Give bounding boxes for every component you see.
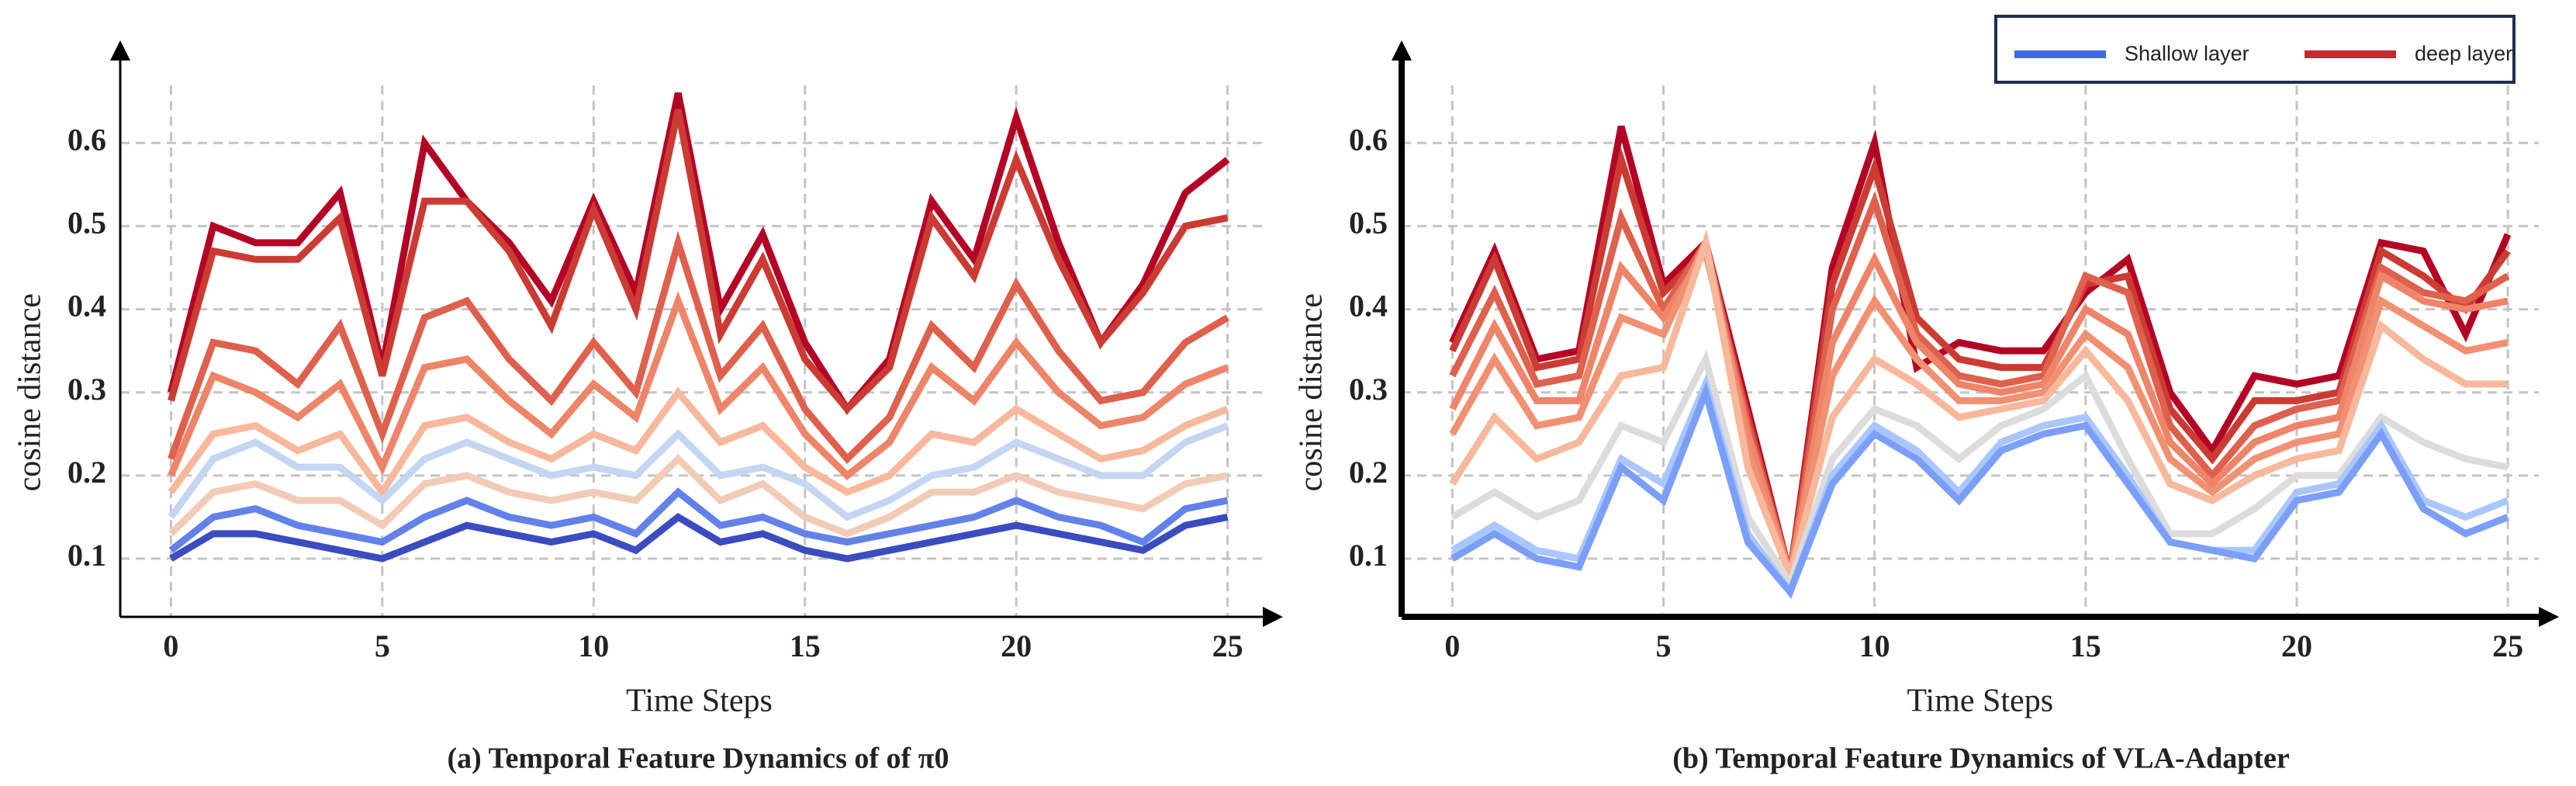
y-tick-label: 0.4 [67,289,106,324]
chart-panel: 0.1 0.2 0.3 0.4 0.5 0.6 0 5 10 15 20 25 Time Steps co… [1294,40,2559,719]
series-line [1449,229,2509,587]
y-tick-label: 0.6 [67,122,106,157]
series-line [168,386,1229,499]
y-arrow [110,40,130,61]
x-arrow [2539,607,2559,627]
y-tick-label: 0.3 [1349,372,1388,407]
caption: (b) Temporal Feature Dynamics of VLA-Ada… [1672,743,2290,775]
x-tick-label: 5 [1655,628,1671,663]
series-line [1451,349,2509,592]
series-line [168,109,1229,414]
x-tick-label: 25 [2492,628,2523,663]
y-tick-label: 0.2 [1349,455,1388,490]
y-tick-label: 0.4 [1349,289,1388,324]
x-tick-label: 20 [2281,628,2312,663]
x-axis-label: Time Steps [626,684,773,719]
caption: (a) Temporal Feature Dynamics of of π0 [447,743,949,775]
x-tick-label: 10 [1859,628,1890,663]
series-line [1449,125,2512,577]
x-tick-label: 0 [163,628,178,663]
y-axis-label: cosine distance [12,293,48,491]
series-line [1449,190,2510,577]
series-line [168,454,1229,538]
series-line [1451,381,2509,599]
series-line [168,422,1229,521]
series-line [168,92,1230,415]
series-line [168,291,1229,480]
legend-box [1994,15,2515,84]
y-axis-label: cosine distance [1294,293,1329,491]
series-line [169,512,1229,563]
x-axis-label: Time Steps [1907,684,2053,719]
x-tick-label: 20 [1001,628,1032,663]
x-tick-label: 25 [1212,628,1243,663]
series-line [168,487,1229,553]
y-tick-label: 0.1 [1349,538,1388,573]
y-tick-label: 0.2 [67,455,106,490]
y-tick-label: 0.6 [1349,122,1388,157]
legend-label: deep layer [2415,42,2512,65]
series-line [1451,373,2509,600]
legend-label: Shallow layer [2125,42,2249,65]
x-tick-label: 10 [578,628,609,663]
x-tick-label: 5 [375,628,390,663]
series-line [1449,231,2509,589]
series-line [168,230,1229,465]
y-tick-label: 0.1 [67,538,106,573]
series-line [1449,146,2511,577]
y-tick-label: 0.5 [1349,206,1388,241]
x-arrow [1263,607,1283,627]
y-tick-label: 0.3 [67,372,106,407]
series-line [1449,242,2509,577]
x-tick-label: 15 [790,628,821,663]
chart-panel: 0.1 0.2 0.3 0.4 0.5 0.6 0 5 10 15 20 25 Time Steps co… [12,40,1283,719]
y-arrow [1392,40,1412,61]
y-tick-label: 0.5 [67,206,106,241]
x-tick-label: 15 [2070,628,2101,663]
x-tick-label: 0 [1444,628,1460,663]
